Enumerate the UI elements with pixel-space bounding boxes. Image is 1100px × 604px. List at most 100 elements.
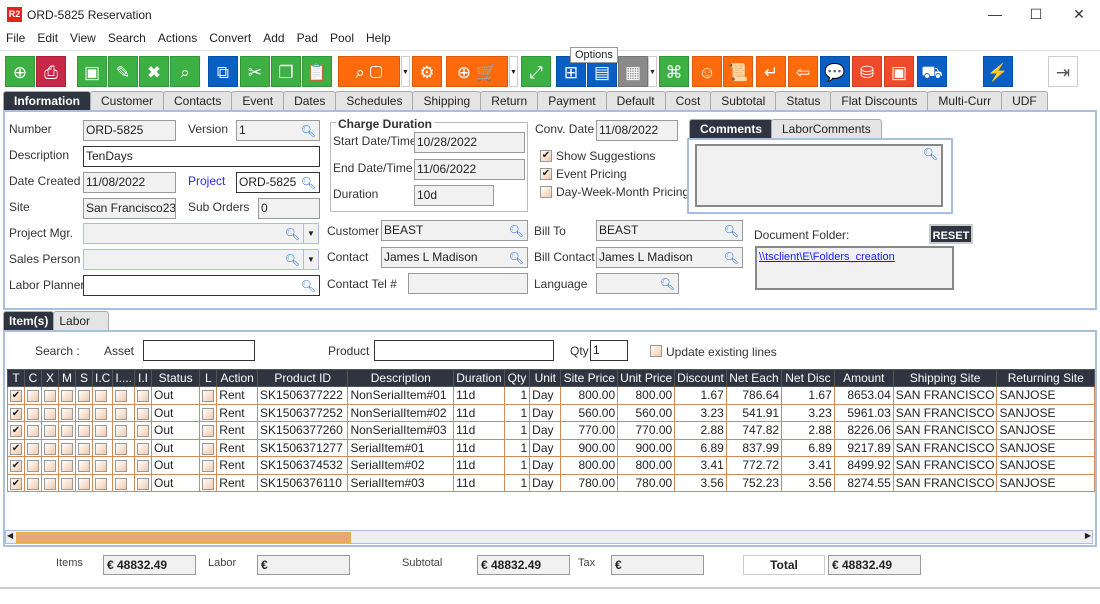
column-header[interactable]: L — [199, 369, 218, 387]
tab-udf[interactable]: UDF — [1001, 91, 1048, 110]
cell-checkbox[interactable] — [75, 386, 93, 405]
cell[interactable]: 560.00 — [617, 403, 676, 422]
cell[interactable]: 2.88 — [674, 421, 727, 440]
cell-checkbox[interactable] — [134, 438, 153, 457]
cell-checkbox[interactable] — [199, 473, 218, 492]
gears-button[interactable]: ⚙ — [412, 56, 442, 87]
checkbox[interactable] — [115, 425, 128, 438]
menu-pad[interactable]: Pad — [296, 31, 318, 45]
table-row[interactable]: ✔ Out Rent SK1506376110 SerialItem#03 11d 1 Day… — [7, 473, 1095, 492]
lightning-button[interactable]: ⚡ — [983, 56, 1013, 87]
search-icon[interactable]: 🔍︎ — [508, 224, 524, 238]
tab-schedules[interactable]: Schedules — [335, 91, 414, 110]
sub-orders-field[interactable]: 0 — [258, 198, 320, 219]
cell[interactable]: NonSerialItem#03 — [347, 421, 455, 440]
cell-checkbox[interactable] — [24, 403, 42, 422]
checkbox[interactable] — [202, 442, 215, 455]
cell[interactable]: Out — [151, 456, 201, 475]
coins-button[interactable]: ⛁ — [852, 56, 882, 87]
tab-return[interactable]: Return — [480, 91, 539, 110]
cell[interactable]: 3.56 — [781, 473, 835, 492]
table-row[interactable]: ✔ Out Rent SK1506374532 SerialItem#02 11d 1 Day… — [7, 456, 1095, 475]
safe-button[interactable]: ▣ — [884, 56, 914, 87]
cell[interactable]: 1 — [503, 403, 531, 422]
search-inventory-button[interactable]: ⌕ ▢ — [338, 56, 400, 87]
cancel-button[interactable]: ✖ — [139, 56, 169, 87]
tab-dates[interactable]: Dates — [283, 91, 337, 110]
sales-person-dropdown[interactable]: ▼ — [303, 249, 319, 270]
cell[interactable]: 1 — [503, 456, 531, 475]
cell[interactable]: 11d — [453, 386, 505, 405]
project-field[interactable]: ORD-5825 🔍︎ — [236, 172, 320, 193]
cell[interactable]: 837.99 — [725, 438, 783, 457]
cell[interactable]: 6.89 — [781, 438, 835, 457]
checkbox[interactable] — [61, 477, 73, 490]
checkbox[interactable]: ✔ — [10, 390, 22, 403]
duration-field[interactable]: 10d — [414, 185, 494, 206]
document-folder-link[interactable]: \\tsclient\E\Folders_creation — [759, 251, 895, 263]
duplicate-button[interactable]: ❐ — [271, 56, 301, 87]
search-button[interactable]: ⌕ — [170, 56, 200, 87]
contact-field[interactable]: James L Madison 🔍︎ — [381, 247, 528, 268]
cell-checkbox[interactable] — [58, 456, 76, 475]
cell[interactable]: Rent — [216, 403, 259, 422]
cell[interactable]: 3.41 — [781, 456, 835, 475]
calendar-button[interactable]: ▦ — [618, 56, 648, 87]
cell[interactable]: 8226.06 — [833, 421, 894, 440]
checkbox[interactable]: ✔ — [10, 477, 22, 490]
checkbox[interactable] — [78, 442, 90, 455]
cell[interactable]: 900.00 — [560, 438, 619, 457]
cell[interactable]: 1 — [503, 438, 531, 457]
smile-button[interactable]: ☺ — [692, 56, 722, 87]
bill-to-field[interactable]: BEAST 🔍︎ — [596, 220, 743, 241]
checkbox[interactable] — [137, 442, 150, 455]
checkbox[interactable]: ✔ — [10, 460, 22, 473]
cell[interactable]: Out — [151, 438, 201, 457]
scroll-button[interactable]: 📜 — [723, 56, 753, 87]
cell-checkbox[interactable]: ✔ — [7, 456, 25, 475]
cell[interactable]: 11d — [453, 438, 505, 457]
checkbox[interactable] — [95, 442, 107, 455]
start-date-field[interactable]: 10/28/2022 — [414, 132, 525, 153]
project-link[interactable]: Project — [188, 174, 226, 188]
search-icon[interactable]: 🔍︎ — [300, 124, 316, 138]
cell-checkbox[interactable] — [58, 386, 76, 405]
checkbox[interactable]: ✔ — [10, 442, 22, 455]
search-inventory-dropdown[interactable]: ▼ — [401, 56, 410, 87]
cell-checkbox[interactable] — [75, 473, 93, 492]
tab-event[interactable]: Event — [231, 91, 285, 110]
cell-checkbox[interactable] — [75, 438, 93, 457]
cell-checkbox[interactable] — [75, 421, 93, 440]
search-icon[interactable]: 🔍︎ — [300, 279, 316, 293]
maximize-button[interactable]: ☐ — [1029, 6, 1043, 22]
cell-checkbox[interactable] — [58, 421, 76, 440]
cell-checkbox[interactable] — [58, 438, 76, 457]
cell-checkbox[interactable] — [199, 421, 218, 440]
cell-checkbox[interactable]: ✔ — [7, 438, 25, 457]
tab-shipping[interactable]: Shipping — [412, 91, 482, 110]
cell[interactable]: 1.67 — [781, 386, 835, 405]
column-header[interactable]: Net Disc — [781, 369, 835, 387]
checkbox[interactable] — [61, 425, 73, 438]
cell[interactable]: Rent — [216, 438, 259, 457]
column-header[interactable]: Qty — [503, 369, 531, 387]
checkbox[interactable] — [95, 477, 107, 490]
checkbox[interactable] — [115, 442, 128, 455]
cell-checkbox[interactable] — [134, 473, 153, 492]
tab-customer[interactable]: Customer — [90, 91, 165, 110]
checkbox[interactable] — [27, 407, 39, 420]
checkbox[interactable] — [44, 442, 56, 455]
checkbox[interactable] — [44, 390, 56, 403]
cell[interactable]: Day — [529, 421, 562, 440]
checkbox[interactable] — [137, 477, 150, 490]
menu-pool[interactable]: Pool — [329, 31, 354, 45]
cell-checkbox[interactable] — [199, 456, 218, 475]
cell[interactable]: 780.00 — [560, 473, 619, 492]
copy-to-button[interactable]: ⧉ — [208, 56, 238, 87]
labor-planner-field[interactable]: 🔍︎ — [83, 275, 320, 296]
cell[interactable]: 541.91 — [725, 403, 783, 422]
cell[interactable]: SANJOSE — [996, 473, 1095, 492]
cell-checkbox[interactable] — [75, 403, 93, 422]
cell[interactable]: 8499.92 — [833, 456, 894, 475]
column-header[interactable]: Duration — [453, 369, 505, 387]
